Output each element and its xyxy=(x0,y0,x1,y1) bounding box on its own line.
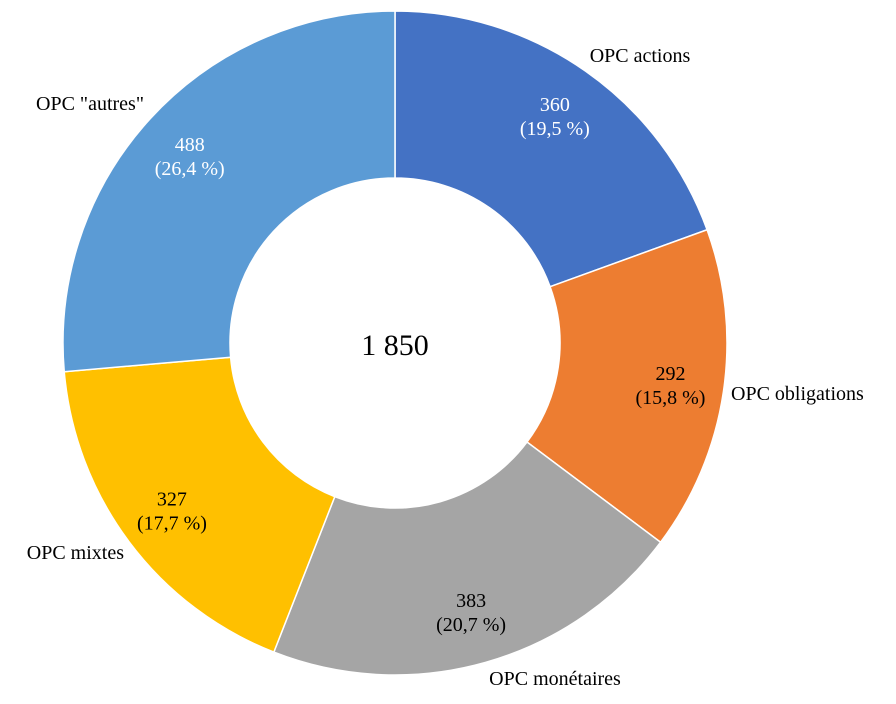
donut-slice xyxy=(394,10,709,288)
slice-category-label: OPC monétaires xyxy=(489,668,621,690)
category-labels-layer: OPC actions OPC obligations OPC monétaires… xyxy=(27,45,864,690)
slice-percent-label: (20,7 %) xyxy=(436,614,506,636)
slice-value-label: 383 xyxy=(456,590,486,612)
slice-percent-label: (19,5 %) xyxy=(520,118,590,140)
donut-slice xyxy=(525,228,728,544)
value-labels-layer: 360(19,5 %) 292(15,8 %) 383(20,7 %) 327(17,… xyxy=(137,94,706,636)
donut-slice xyxy=(63,356,336,654)
slice-percent-label: (17,7 %) xyxy=(137,513,207,535)
donut-slice xyxy=(62,10,396,373)
slice-category-label: OPC actions xyxy=(590,45,691,67)
slice-percent-label: (26,4 %) xyxy=(155,158,225,180)
center-total-label: 1 850 xyxy=(361,329,429,362)
slice-category-label: OPC mixtes xyxy=(27,542,124,564)
slice-value-label: 360 xyxy=(540,94,570,116)
donut-slice xyxy=(272,440,662,676)
slice-value-label: 488 xyxy=(175,134,205,156)
slice-percent-label: (15,8 %) xyxy=(635,387,705,409)
slice-category-label: OPC obligations xyxy=(731,383,864,405)
slice-value-label: 327 xyxy=(157,489,187,511)
slice-category-label: OPC "autres" xyxy=(36,93,144,115)
slice-value-label: 292 xyxy=(655,363,685,385)
slices-layer xyxy=(62,10,728,676)
